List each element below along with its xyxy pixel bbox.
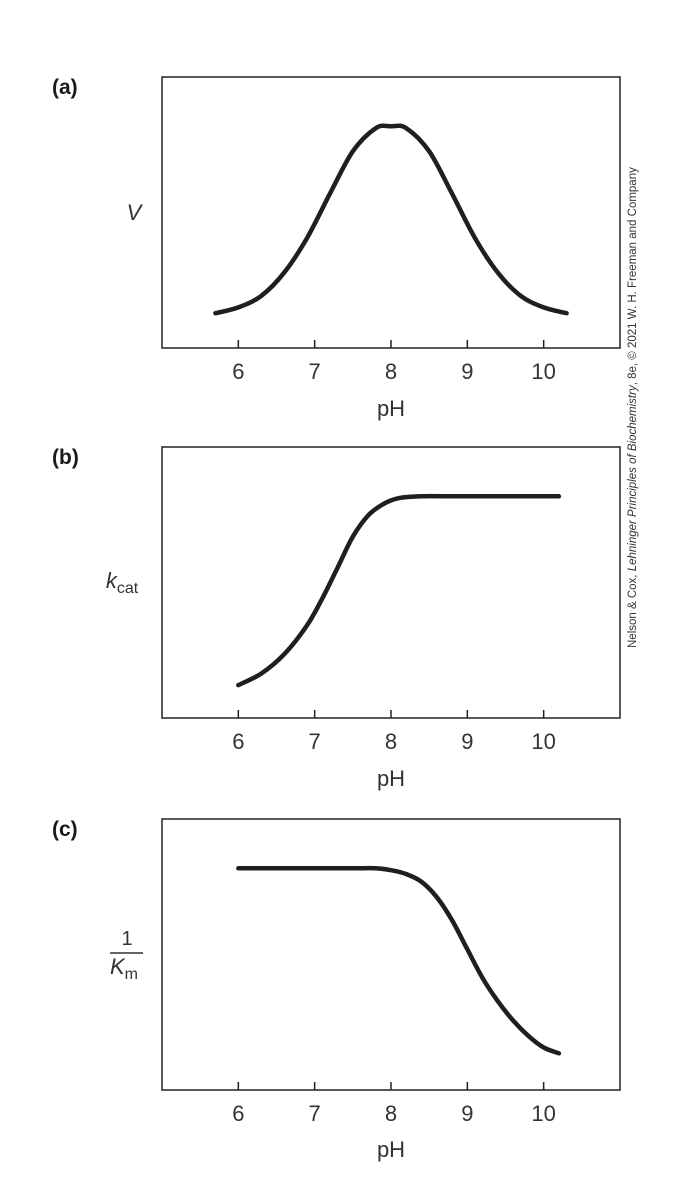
panel-b-ylabel: kcat [106,568,139,597]
credit-part-1: Nelson & Cox, [627,571,639,648]
panel-b-frame [161,446,621,719]
panel-a-ylabel: V [127,200,144,225]
panel-a-tick-label-9: 9 [461,359,473,384]
panel-c-xlabel: pH [377,1137,405,1162]
panel-c-ylabel-sub: m [125,966,138,983]
panel-a-tick-label-6: 6 [232,359,244,384]
panel-a-frame [161,76,621,349]
panel-a-xlabel: pH [377,396,405,421]
panel-c-ylabel-den: Km [110,954,138,983]
panel-c-tick-label-9: 9 [461,1101,473,1126]
panel-b-tick-label-8: 8 [385,729,397,754]
panel-b-tick-label-7: 7 [309,729,321,754]
panel-c: (c) 1 Km 6 7 8 9 10 pH [52,818,621,1162]
panel-a: (a) V 6 7 8 9 10 pH [52,76,621,421]
panel-c-tick-label-6: 6 [232,1101,244,1126]
panel-b-xlabel: pH [377,766,405,791]
panel-a-tick-label-10: 10 [531,359,555,384]
panel-c-ticks: 6 7 8 9 10 [232,1082,556,1126]
panel-a-tick-label-7: 7 [309,359,321,384]
panel-b-ylabel-sub: cat [117,580,139,597]
panel-c-tick-label-10: 10 [531,1101,555,1126]
panel-b-tick-label-10: 10 [531,729,555,754]
panel-b-curve [236,493,562,688]
panel-c-tick-label-7: 7 [309,1101,321,1126]
panel-b-letter: (b) [52,446,79,469]
panel-c-ylabel-num: 1 [121,928,132,950]
panel-a-tick-label-8: 8 [385,359,397,384]
panel-b-ylabel-k: k [106,568,118,593]
panel-c-tick-label-8: 8 [385,1101,397,1126]
panel-b: (b) kcat 6 7 8 9 10 pH [52,446,621,791]
panel-b-tick-label-6: 6 [232,729,244,754]
panel-a-curve [213,123,569,316]
panel-c-curve [236,865,562,1056]
credit-part-2: Lehninger Principles of Biochemistry [627,384,639,571]
panel-a-letter: (a) [52,76,78,99]
panel-b-ticks: 6 7 8 9 10 [232,710,556,754]
credit-line: Nelson & Cox, Lehninger Principles of Bi… [627,167,639,648]
panel-c-letter: (c) [52,818,78,841]
panel-c-ylabel-k: K [110,954,126,979]
panel-b-tick-label-9: 9 [461,729,473,754]
panel-a-ticks: 6 7 8 9 10 [232,340,556,384]
credit-part-3: , 8e, © 2021 W. H. Freeman and Company [627,167,639,385]
